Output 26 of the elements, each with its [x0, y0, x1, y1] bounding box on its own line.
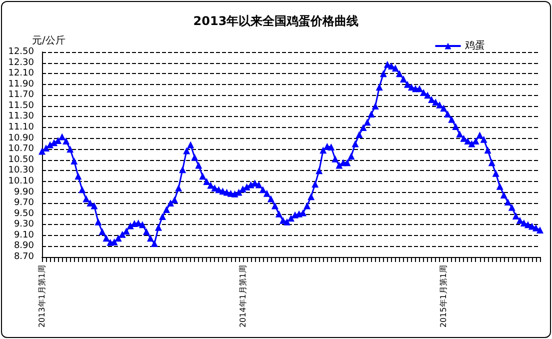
y-tick-label: 12.30	[8, 58, 34, 68]
y-tick-label: 9.50	[14, 208, 34, 219]
y-tick-label: 12.10	[8, 68, 34, 79]
chart-title: 2013年以来全国鸡蛋价格曲线	[193, 14, 359, 28]
y-tick-label: 11.30	[8, 112, 34, 122]
y-tick-label: 10.50	[8, 154, 34, 165]
legend-label: 鸡蛋	[464, 40, 485, 52]
y-tick-label: 11.10	[8, 122, 34, 133]
y-tick-label: 8.90	[14, 241, 34, 252]
y-tick-label: 9.90	[14, 187, 34, 198]
x-tick-label: 2014年1月第1周	[238, 265, 248, 328]
y-tick-label: 10.90	[8, 133, 34, 144]
x-tick-label: 2015年1月第1周	[439, 265, 448, 328]
y-tick-label: 10.10	[8, 176, 34, 186]
y-tick-label: 8.70	[14, 252, 34, 262]
y-tick-label: 11.90	[8, 79, 34, 90]
y-tick-label: 9.30	[14, 220, 34, 230]
y-tick-label: 11.70	[8, 90, 34, 100]
y-tick-label: 11.50	[8, 100, 34, 111]
x-tick-label: 2013年1月第1周	[38, 265, 46, 328]
y-tick-label: 12.50	[8, 47, 34, 57]
y-axis-title: 元/公斤	[32, 34, 66, 46]
y-tick-label: 10.30	[8, 166, 34, 176]
y-tick-label: 10.70	[8, 144, 34, 154]
y-tick-label: 9.10	[14, 230, 34, 240]
y-tick-label: 9.70	[14, 198, 34, 208]
